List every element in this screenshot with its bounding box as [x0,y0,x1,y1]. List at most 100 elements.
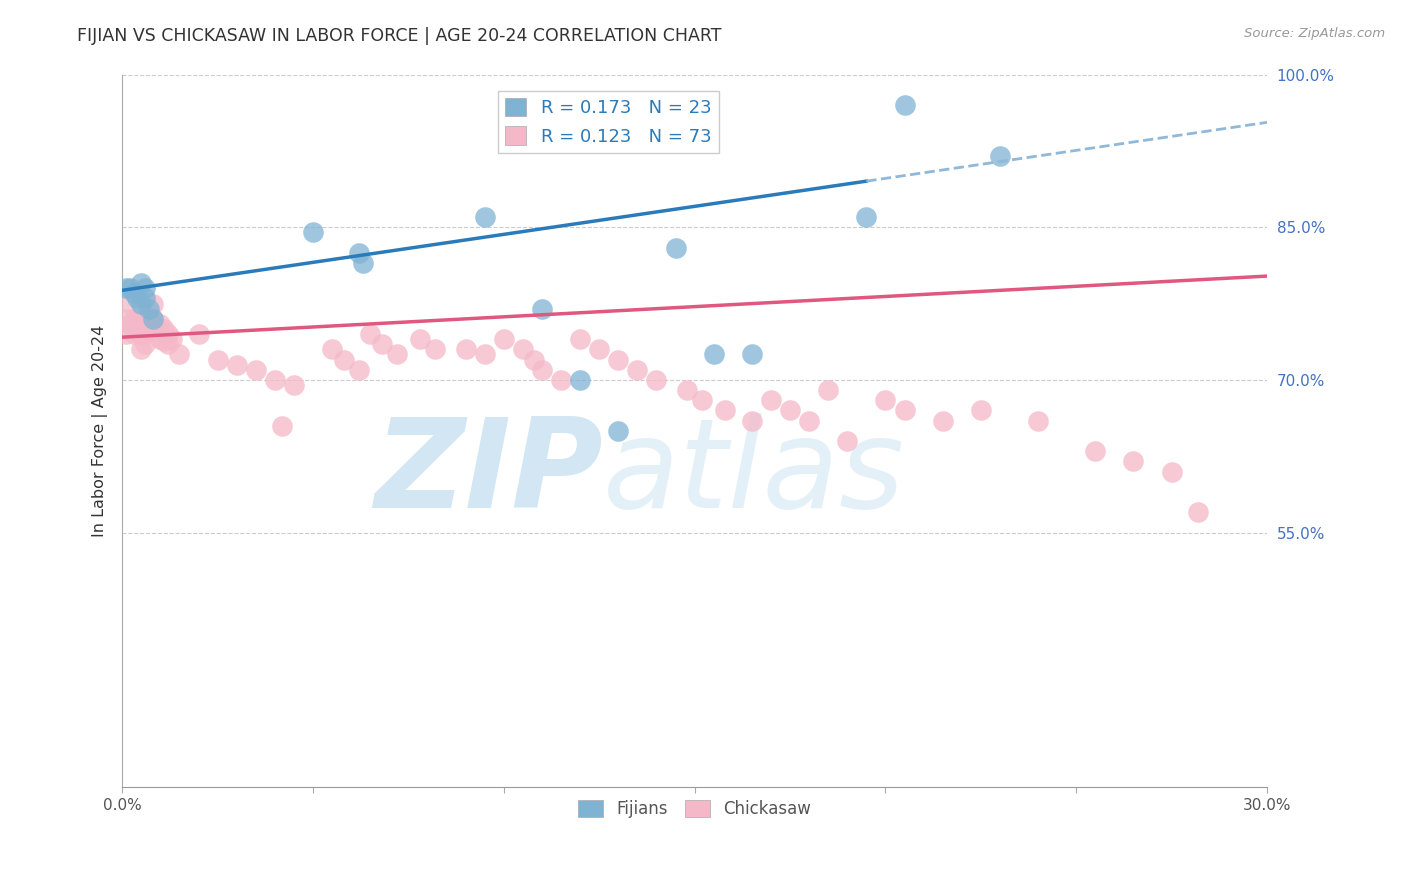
Point [145,322,167,336]
Point [359,327,381,342]
Point [149,332,172,346]
Point [454,343,477,357]
Text: atlas: atlas [603,413,905,534]
Point [118,317,141,331]
Point [664,241,686,255]
Point [512,343,534,357]
Point [122,327,145,342]
Point [385,347,408,361]
Point [122,286,145,301]
Point [187,327,209,342]
Point [855,210,877,224]
Point [118,296,141,310]
Text: Source: ZipAtlas.com: Source: ZipAtlas.com [1244,27,1385,40]
Text: FIJIAN VS CHICKASAW IN LABOR FORCE | AGE 20-24 CORRELATION CHART: FIJIAN VS CHICKASAW IN LABOR FORCE | AGE… [77,27,721,45]
Point [523,352,546,367]
Point [115,281,138,295]
Point [283,378,305,392]
Point [302,225,325,239]
Point [142,311,165,326]
Point [741,414,763,428]
Point [129,296,152,310]
Point [156,337,179,351]
Point [474,210,496,224]
Point [129,277,152,291]
Point [759,393,782,408]
Point [134,317,156,331]
Point [129,327,152,342]
Point [149,317,172,331]
Point [370,337,392,351]
Point [626,363,648,377]
Point [142,311,165,326]
Point [474,347,496,361]
Point [569,332,592,346]
Point [134,337,156,351]
Point [492,332,515,346]
Point [530,301,553,316]
Point [970,403,993,417]
Point [153,322,176,336]
Point [703,347,725,361]
Point [156,327,179,342]
Point [138,301,160,316]
Point [893,403,915,417]
Point [741,347,763,361]
Point [1187,505,1209,519]
Point [129,311,152,326]
Point [115,311,138,326]
Point [423,343,446,357]
Point [588,343,610,357]
Point [122,311,145,326]
Point [134,327,156,342]
Point [837,434,859,448]
Point [1160,465,1182,479]
Point [676,383,699,397]
Point [569,373,592,387]
Point [817,383,839,397]
Point [779,403,801,417]
Point [118,281,141,295]
Point [530,363,553,377]
Point [134,281,156,295]
Point [142,296,165,310]
Y-axis label: In Labor Force | Age 20-24: In Labor Force | Age 20-24 [93,325,108,537]
Point [245,363,267,377]
Point [931,414,953,428]
Point [352,256,374,270]
Point [225,358,247,372]
Point [797,414,820,428]
Point [347,363,370,377]
Point [153,334,176,349]
Point [263,373,285,387]
Point [550,373,572,387]
Point [271,418,294,433]
Point [1122,454,1144,468]
Point [138,322,160,336]
Point [409,332,432,346]
Point [988,149,1011,163]
Legend: Fijians, Chickasaw: Fijians, Chickasaw [572,794,818,825]
Point [1026,414,1049,428]
Point [127,292,149,306]
Point [332,352,354,367]
Text: ZIP: ZIP [374,413,603,534]
Point [115,327,138,342]
Point [714,403,737,417]
Point [1084,444,1107,458]
Point [129,343,152,357]
Point [607,352,630,367]
Point [207,352,229,367]
Point [134,307,156,321]
Point [127,322,149,336]
Point [347,245,370,260]
Point [134,292,156,306]
Point [645,373,668,387]
Point [875,393,897,408]
Point [607,424,630,438]
Point [690,393,713,408]
Point [127,311,149,326]
Point [893,98,915,112]
Point [160,332,183,346]
Point [138,311,160,326]
